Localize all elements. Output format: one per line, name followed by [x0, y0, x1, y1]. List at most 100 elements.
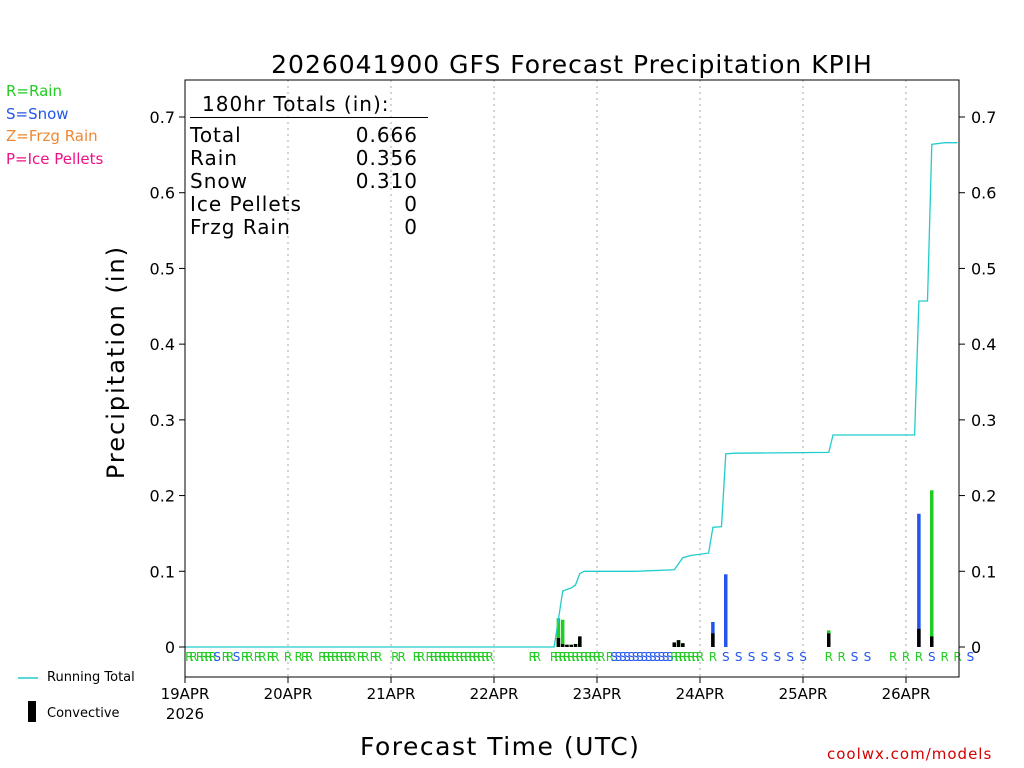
precip-type-marker: R	[679, 650, 687, 664]
precip-bar	[930, 490, 934, 647]
y-tick-label-left: 0.6	[150, 184, 175, 203]
y-tick-label-right: 0.5	[971, 259, 996, 278]
totals-header: 180hr Totals (in):	[202, 92, 390, 116]
x-tick-label: 22APR	[470, 685, 519, 703]
precip-type-marker: R	[434, 650, 442, 664]
precip-type-marker: R	[413, 650, 421, 664]
precip-bar	[724, 574, 728, 647]
totals-value: 0.310	[355, 169, 418, 193]
totals-label: Frzg Rain	[190, 215, 291, 239]
precip-type-marker: S	[735, 650, 743, 664]
precip-type-marker: R	[460, 650, 468, 664]
precip-bar	[917, 513, 921, 647]
precip-type-marker: S	[653, 650, 661, 664]
precip-type-marker: R	[468, 650, 476, 664]
precip-type-marker: R	[473, 650, 481, 664]
precip-type-marker: R	[580, 650, 588, 664]
totals-label: Rain	[190, 146, 238, 170]
precip-type-marker: R	[563, 650, 571, 664]
precip-type-marker: R	[284, 650, 292, 664]
precip-type-marker: R	[837, 650, 845, 664]
precip-type-marker: R	[567, 650, 575, 664]
totals-value: 0.666	[355, 123, 418, 147]
precip-type-marker: R	[692, 650, 700, 664]
precip-type-marker: R	[443, 650, 451, 664]
precip-type-marker: R	[398, 650, 406, 664]
totals-row-rain: Rain 0.356	[190, 147, 418, 170]
precip-type-marker: R	[331, 650, 339, 664]
legend-rain: R=Rain	[6, 82, 62, 100]
totals-label: Total	[190, 123, 242, 147]
running-total-legend-swatch	[18, 677, 38, 679]
precip-type-marker: R	[374, 650, 382, 664]
precip-type-marker: R	[554, 650, 562, 664]
precip-type-marker: R	[245, 650, 253, 664]
convective-bar	[556, 637, 561, 647]
y-tick-label-left: 0.5	[150, 259, 175, 278]
x-tick-label: 19APR	[161, 685, 210, 703]
precip-type-marker: R	[438, 650, 446, 664]
precip-type-marker: S	[662, 650, 670, 664]
precip-type-marker: R	[185, 650, 193, 664]
precip-type-marker: S	[658, 650, 666, 664]
precip-type-marker: R	[528, 650, 536, 664]
precip-type-marker: S	[666, 650, 674, 664]
totals-row-snow: Snow 0.310	[190, 170, 418, 193]
precip-type-marker: R	[481, 650, 489, 664]
y-tick-label-left: 0.1	[150, 562, 175, 581]
precip-type-marker: R	[254, 650, 262, 664]
precip-type-marker: R	[344, 650, 352, 664]
precip-type-marker: R	[222, 650, 230, 664]
precip-type-marker: S	[928, 650, 936, 664]
convective-bar	[676, 640, 681, 647]
totals-row-frzg-rain: Frzg Rain 0	[190, 216, 418, 239]
totals-label: Snow	[190, 169, 248, 193]
legend-ice-pellets: P=Ice Pellets	[6, 150, 104, 168]
precip-type-marker: S	[799, 650, 807, 664]
totals-box: 180hr Totals (in): Total 0.666 Rain 0.35…	[190, 92, 428, 239]
precip-type-marker: R	[825, 650, 833, 664]
precip-type-marker: R	[477, 650, 485, 664]
totals-row-ice-pellets: Ice Pellets 0	[190, 193, 418, 216]
precip-type-marker: R	[687, 650, 695, 664]
totals-header-underline	[190, 117, 428, 118]
precip-type-marker: R	[696, 650, 704, 664]
precip-type-marker: S	[645, 650, 653, 664]
watermark: coolwx.com/models	[827, 745, 993, 763]
y-tick-label-right: 0.7	[971, 108, 996, 127]
x-tick-label: 24APR	[676, 685, 725, 703]
precip-bars	[556, 490, 934, 647]
precip-type-marker: R	[327, 650, 335, 664]
y-tick-label-right: 0	[971, 638, 981, 657]
convective-bar	[578, 636, 582, 647]
y-tick-label-right: 0.2	[971, 487, 996, 506]
y-tick-label-right: 0.3	[971, 411, 996, 430]
precip-type-marker: R	[576, 650, 584, 664]
y-tick-label-right: 0.4	[971, 335, 996, 354]
precip-type-marker: R	[425, 650, 433, 664]
convective-bar	[560, 643, 565, 647]
precip-type-marker: R	[340, 650, 348, 664]
precip-type-marker: R	[370, 650, 378, 664]
convective-bar	[711, 633, 715, 647]
precip-bar	[556, 618, 561, 647]
legend-freezing-rain: Z=Frzg Rain	[6, 127, 98, 145]
precip-type-marker: R	[953, 650, 961, 664]
precip-type-marker: R	[597, 650, 605, 664]
precip-bar	[560, 619, 565, 647]
precip-type-marker: R	[200, 650, 208, 664]
convective-bar	[565, 644, 569, 647]
precip-type-marker: R	[226, 650, 234, 664]
totals-value: 0.356	[355, 146, 418, 170]
precip-type-marker: S	[761, 650, 769, 664]
totals-value: 0	[404, 215, 418, 239]
x-tick-label: 23APR	[573, 685, 622, 703]
convective-bar	[573, 643, 578, 647]
convective-bar	[569, 644, 573, 647]
precip-type-marker: R	[189, 650, 197, 664]
precip-type-marker: S	[773, 650, 781, 664]
precip-type-marker: R	[915, 650, 923, 664]
precip-type-marker: R	[670, 650, 678, 664]
precip-type-marker: R	[348, 650, 356, 664]
